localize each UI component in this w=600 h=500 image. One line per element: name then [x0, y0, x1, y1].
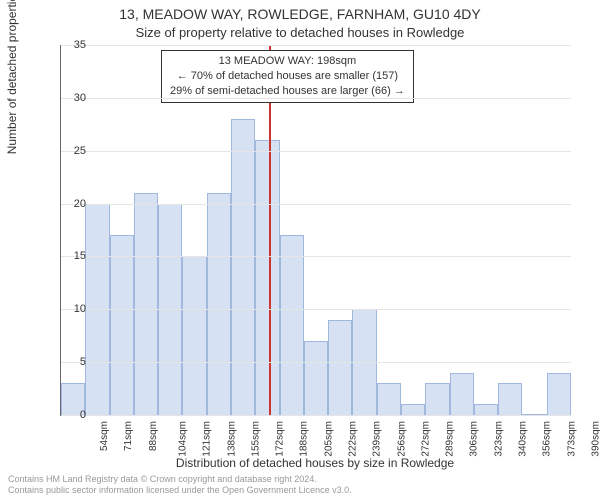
grid-line [61, 256, 571, 257]
annotation-box: 13 MEADOW WAY: 198sqm ← 70% of detached … [161, 50, 414, 103]
x-tick-label: 289sqm [445, 421, 456, 457]
x-tick-label: 256sqm [396, 421, 407, 457]
chart-title-1: 13, MEADOW WAY, ROWLEDGE, FARNHAM, GU10 … [0, 6, 600, 22]
x-tick-label: 373sqm [566, 421, 577, 457]
x-tick-label: 272sqm [420, 421, 431, 457]
x-tick-label: 323sqm [493, 421, 504, 457]
grid-line [61, 309, 571, 310]
histogram-bar [328, 320, 352, 415]
y-tick-label: 30 [74, 92, 86, 104]
histogram-bar [134, 193, 158, 415]
grid-line [61, 415, 571, 416]
grid-line [61, 362, 571, 363]
x-tick-label: 390sqm [590, 421, 600, 457]
x-tick-label: 340sqm [518, 421, 529, 457]
histogram-bar [474, 404, 498, 415]
x-tick-label: 239sqm [372, 421, 383, 457]
x-tick-label: 88sqm [148, 421, 159, 451]
histogram-bar [280, 235, 304, 415]
x-tick-label: 356sqm [542, 421, 553, 457]
grid-line [61, 45, 571, 46]
grid-line [61, 204, 571, 205]
x-tick-label: 172sqm [275, 421, 286, 457]
histogram-bar [547, 373, 571, 415]
footer-text: Contains HM Land Registry data © Crown c… [8, 474, 352, 496]
footer-line1: Contains HM Land Registry data © Crown c… [8, 474, 352, 485]
histogram-bar [498, 383, 522, 415]
grid-line [61, 151, 571, 152]
footer-line2: Contains public sector information licen… [8, 485, 352, 496]
histogram-bar [304, 341, 328, 415]
x-axis-label: Distribution of detached houses by size … [60, 456, 570, 470]
grid-line [61, 98, 571, 99]
histogram-bar [110, 235, 134, 415]
x-tick-label: 71sqm [123, 421, 134, 451]
x-tick-label: 222sqm [348, 421, 359, 457]
y-tick-label: 5 [80, 356, 86, 368]
chart-title-2: Size of property relative to detached ho… [0, 25, 600, 40]
y-tick-label: 10 [74, 303, 86, 315]
plot-area: 13 MEADOW WAY: 198sqm ← 70% of detached … [60, 45, 571, 416]
chart-container: 13, MEADOW WAY, ROWLEDGE, FARNHAM, GU10 … [0, 0, 600, 500]
x-tick-label: 104sqm [178, 421, 189, 457]
histogram-bar [182, 256, 206, 415]
histogram-bar [207, 193, 231, 415]
x-tick-label: 121sqm [202, 421, 213, 457]
histogram-bar [425, 383, 449, 415]
x-tick-label: 54sqm [99, 421, 110, 451]
x-tick-label: 155sqm [250, 421, 261, 457]
y-tick-label: 20 [74, 198, 86, 210]
x-tick-label: 205sqm [323, 421, 334, 457]
annotation-line3: 29% of semi-detached houses are larger (… [170, 84, 405, 99]
y-tick-label: 15 [74, 250, 86, 262]
y-tick-label: 25 [74, 145, 86, 157]
histogram-bar [401, 404, 425, 415]
histogram-bar [255, 140, 279, 415]
y-tick-label: 0 [80, 409, 86, 421]
x-tick-label: 138sqm [226, 421, 237, 457]
histogram-bar [377, 383, 401, 415]
x-tick-label: 306sqm [469, 421, 480, 457]
y-tick-label: 35 [74, 39, 86, 51]
histogram-bar [450, 373, 474, 415]
histogram-bar [231, 119, 255, 415]
x-tick-label: 188sqm [299, 421, 310, 457]
annotation-line1: 13 MEADOW WAY: 198sqm [170, 54, 405, 69]
y-axis-label: Number of detached properties [5, 0, 19, 154]
annotation-line2: ← 70% of detached houses are smaller (15… [170, 69, 405, 84]
